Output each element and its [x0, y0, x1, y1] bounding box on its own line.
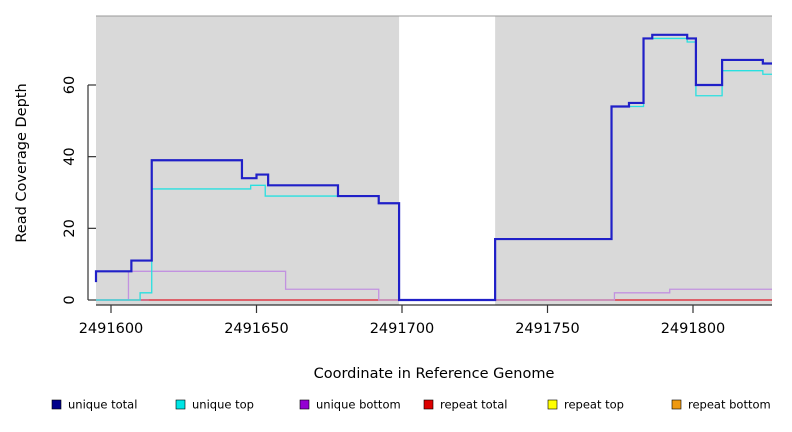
legend-label-repeat-top[interactable]: repeat top: [564, 398, 624, 412]
y-tick-label: 0: [62, 295, 78, 304]
y-tick-label: 20: [62, 219, 78, 237]
x-tick-label: 2491750: [515, 321, 580, 337]
legend-swatch-repeat-bottom[interactable]: [671, 399, 682, 410]
y-tick-label: 60: [62, 76, 78, 94]
series-line-unique-total: [94, 33, 772, 302]
x-axis-title: Coordinate in Reference Genome: [314, 366, 555, 382]
y-axis-title: Read Coverage Depth: [14, 83, 30, 242]
data-series-group: [94, 33, 772, 302]
legend-label-repeat-bottom[interactable]: repeat bottom: [688, 398, 771, 412]
plot-background-group: [96, 15, 772, 305]
legend-label-unique-bottom[interactable]: unique bottom: [316, 398, 401, 412]
shaded-region-left: [96, 16, 400, 305]
legend-swatch-unique-total[interactable]: [51, 399, 62, 410]
shaded-region-right: [495, 16, 772, 305]
y-tick-label: 40: [62, 147, 78, 165]
legend-label-unique-top[interactable]: unique top: [192, 398, 254, 412]
legend: unique total unique top unique bottom repea…: [51, 398, 771, 412]
series-line-unique-bottom: [96, 270, 772, 301]
legend-swatch-repeat-top[interactable]: [547, 399, 558, 410]
x-tick-group: 2491600 2491650 2491700 2491750 2491800: [79, 305, 726, 337]
legend-swatch-unique-bottom[interactable]: [299, 399, 310, 410]
x-tick-label: 2491700: [370, 321, 435, 337]
y-tick-group: 0 20 40 60: [62, 76, 96, 305]
legend-swatch-repeat-total[interactable]: [423, 399, 434, 410]
x-tick-label: 2491600: [79, 321, 144, 337]
x-tick-label: 2491650: [224, 321, 289, 337]
legend-label-repeat-total[interactable]: repeat total: [440, 398, 507, 412]
legend-swatch-unique-top[interactable]: [175, 399, 186, 410]
x-tick-label: 2491800: [661, 321, 726, 337]
legend-label-unique-total[interactable]: unique total: [68, 398, 137, 412]
